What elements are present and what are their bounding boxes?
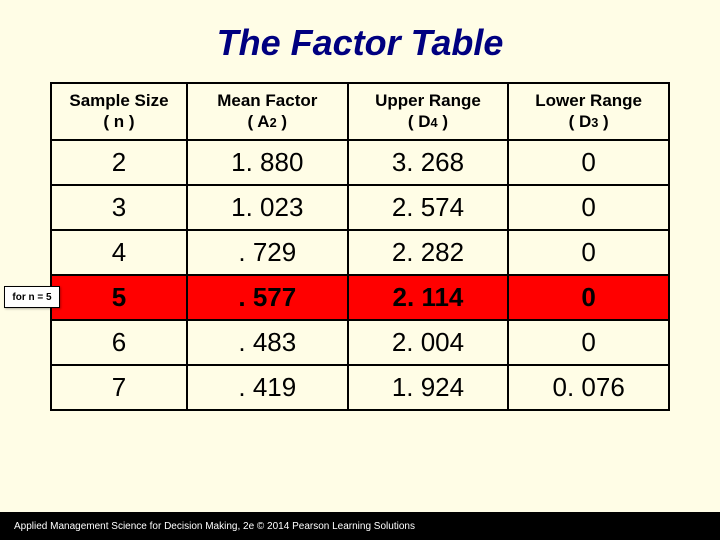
header-line2: ( D3 ) (513, 111, 664, 132)
table-header-row: Sample Size( n )Mean Factor( A2 )Upper R… (51, 83, 669, 140)
table-cell: 1. 924 (348, 365, 509, 410)
header-subscript: 3 (591, 115, 598, 130)
table-cell: 4 (51, 230, 187, 275)
table-cell: 0 (508, 275, 669, 320)
table-cell: 2 (51, 140, 187, 185)
table-cell: . 729 (187, 230, 348, 275)
column-header: Lower Range( D3 ) (508, 83, 669, 140)
table-cell: 1. 880 (187, 140, 348, 185)
table-row: 31. 0232. 5740 (51, 185, 669, 230)
page-title: The Factor Table (0, 0, 720, 82)
header-line2: ( A2 ) (192, 111, 343, 132)
header-subscript: 4 (431, 115, 438, 130)
header-line2: ( n ) (56, 111, 182, 132)
table-cell: 2. 574 (348, 185, 509, 230)
header-line1: Sample Size (56, 90, 182, 111)
header-line1: Mean Factor (192, 90, 343, 111)
table-cell: 1. 023 (187, 185, 348, 230)
table-cell: 7 (51, 365, 187, 410)
table-body: 21. 8803. 268031. 0232. 57404. 7292. 282… (51, 140, 669, 410)
table-cell: . 577 (187, 275, 348, 320)
table-cell: 2. 282 (348, 230, 509, 275)
header-line1: Lower Range (513, 90, 664, 111)
table-cell: 2. 114 (348, 275, 509, 320)
table-cell: 3 (51, 185, 187, 230)
table-cell: 2. 004 (348, 320, 509, 365)
column-header: Upper Range( D4 ) (348, 83, 509, 140)
table-cell: 5 (51, 275, 187, 320)
table-cell: . 419 (187, 365, 348, 410)
header-line1: Upper Range (353, 90, 504, 111)
table-row: 4. 7292. 2820 (51, 230, 669, 275)
table-cell: 0 (508, 320, 669, 365)
footer-text: Applied Management Science for Decision … (14, 521, 415, 532)
column-header: Sample Size( n ) (51, 83, 187, 140)
factor-table: Sample Size( n )Mean Factor( A2 )Upper R… (50, 82, 670, 411)
table-row: 5. 5772. 1140 (51, 275, 669, 320)
callout-for-n-5: for n = 5 (4, 286, 60, 308)
table-cell: . 483 (187, 320, 348, 365)
table-cell: 3. 268 (348, 140, 509, 185)
header-line2: ( D4 ) (353, 111, 504, 132)
table-cell: 0 (508, 230, 669, 275)
table-row: 7. 4191. 9240. 076 (51, 365, 669, 410)
table-row: 6. 4832. 0040 (51, 320, 669, 365)
table-cell: 0 (508, 185, 669, 230)
header-subscript: 2 (270, 115, 277, 130)
factor-table-wrap: for n = 5 Sample Size( n )Mean Factor( A… (50, 82, 670, 411)
column-header: Mean Factor( A2 ) (187, 83, 348, 140)
table-row: 21. 8803. 2680 (51, 140, 669, 185)
footer-bar: Applied Management Science for Decision … (0, 512, 720, 540)
table-cell: 0 (508, 140, 669, 185)
table-cell: 6 (51, 320, 187, 365)
table-cell: 0. 076 (508, 365, 669, 410)
